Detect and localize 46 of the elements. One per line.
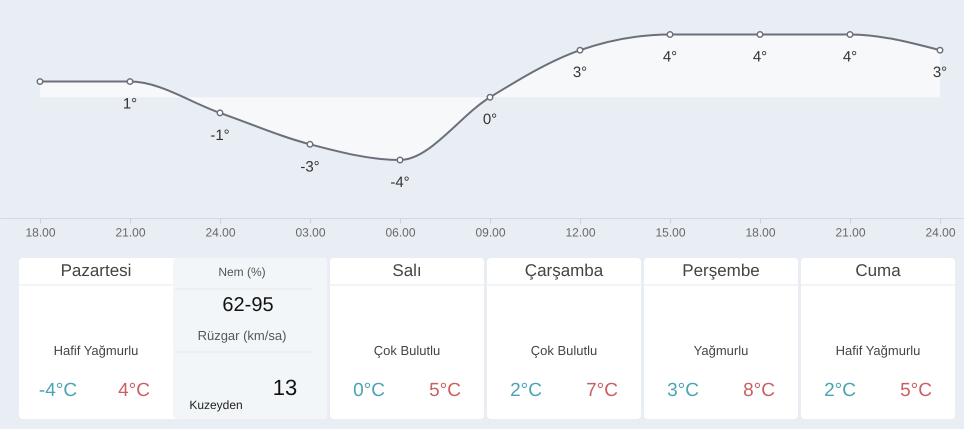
data-label: 4°	[842, 48, 858, 66]
text: 62-95	[222, 294, 274, 316]
data-label: -1°	[210, 126, 230, 144]
category-label: Çarşamba	[524, 261, 604, 280]
x-tick-label: 24.00	[925, 226, 956, 240]
text: Çok Bulutlu	[530, 343, 598, 358]
text: 5°C	[429, 380, 461, 401]
category-label: Pazartesi	[60, 261, 132, 280]
text: 3°C	[667, 380, 699, 401]
data-label: 3°	[572, 64, 588, 82]
data-label: 1°	[122, 96, 138, 113]
text: 0°C	[353, 380, 385, 401]
text: Kuzeyden	[189, 398, 243, 412]
x-tick-label: 12.00	[565, 226, 596, 240]
x-tick-label: 03.00	[295, 226, 326, 240]
text: 13	[272, 375, 298, 400]
text: 8°C	[743, 380, 775, 401]
text: 7°C	[586, 380, 618, 401]
text: Yağmurlu	[694, 343, 748, 358]
data-label: 3°	[932, 64, 948, 82]
text: 2°C	[824, 380, 856, 401]
x-tick-label: 21.00	[835, 226, 866, 240]
x-tick-label: 24.00	[205, 226, 236, 240]
text: Rüzgar (km/sa)	[198, 328, 286, 343]
x-tick-label: 18.00	[25, 226, 56, 240]
text: 2°C	[510, 380, 542, 401]
x-tick-label: 09.00	[475, 226, 506, 240]
text: Hafif Yağmurlu	[836, 343, 920, 358]
category-label: Perşembe	[682, 261, 760, 280]
category-label: Salı	[392, 261, 422, 280]
x-tick-label: 06.00	[385, 226, 416, 240]
text: Nem (%)	[218, 265, 266, 279]
x-tick-label: 15.00	[655, 226, 686, 240]
x-tick-label: 21.00	[115, 226, 146, 240]
text: 5°C	[900, 380, 932, 401]
data-label: 4°	[752, 48, 768, 66]
text: Çok Bulutlu	[374, 343, 440, 358]
data-label: 0°	[482, 111, 498, 128]
data-label: -4°	[390, 174, 410, 191]
text: Hafif Yağmurlu	[54, 343, 138, 358]
data-label: 4°	[662, 48, 678, 66]
text: 4°C	[118, 380, 150, 401]
category-label: Cuma	[855, 261, 902, 280]
data-label: -3°	[300, 158, 320, 176]
text: -4°C	[38, 380, 78, 401]
x-tick-label: 18.00	[745, 226, 776, 240]
